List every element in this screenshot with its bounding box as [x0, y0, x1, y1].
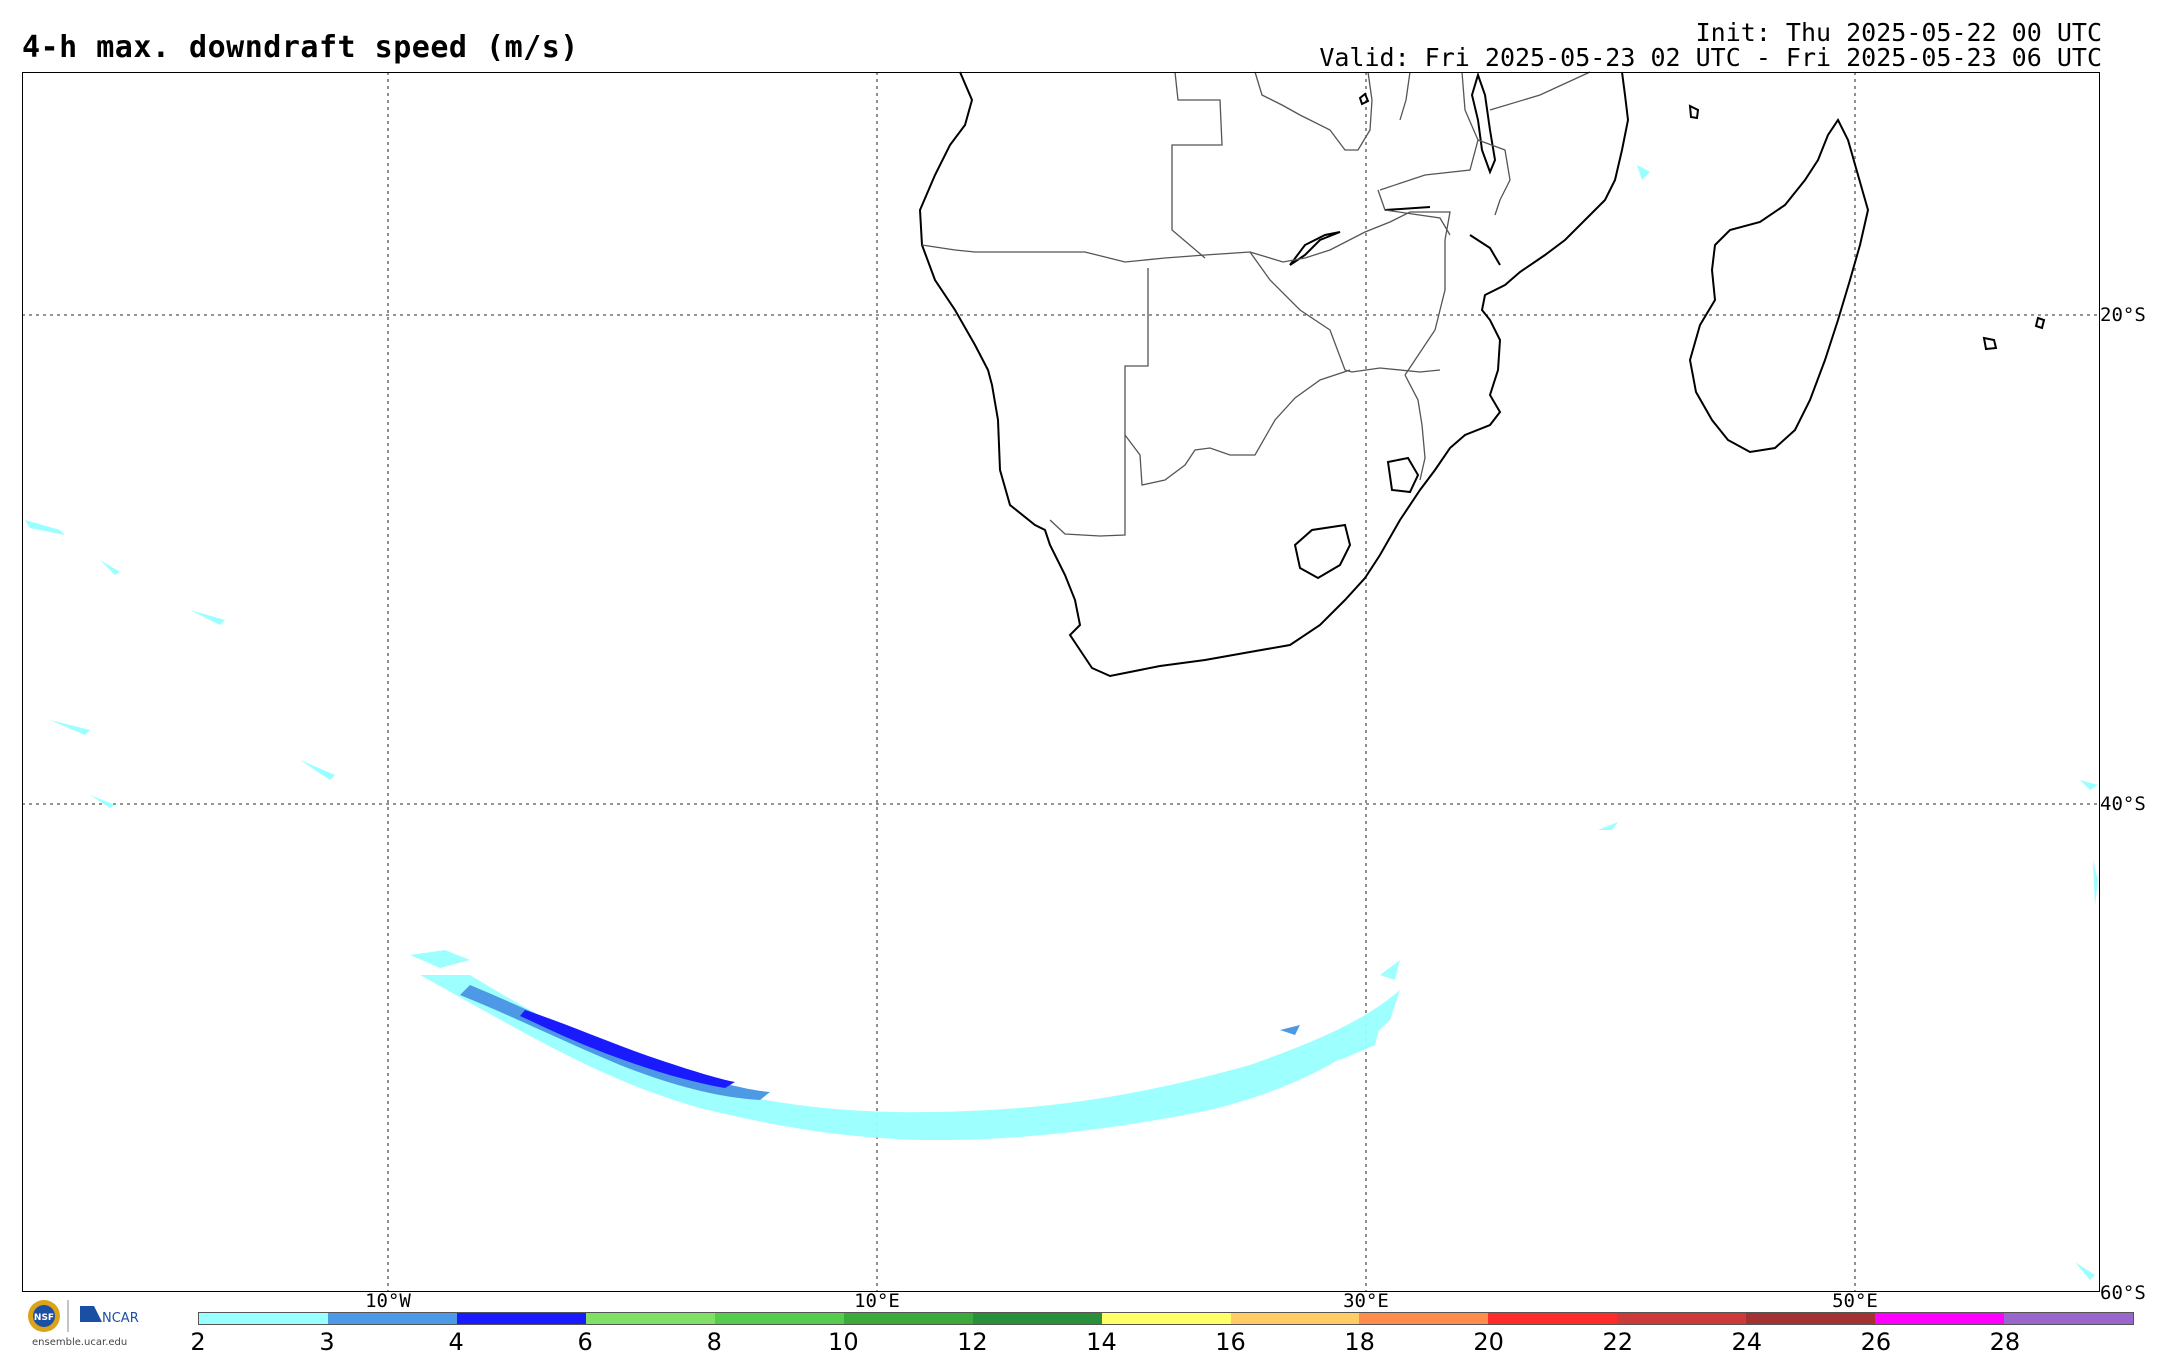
ncar-mark-icon: [80, 1306, 102, 1322]
init-time: Init: Thu 2025-05-22 00 UTC: [1695, 18, 2102, 47]
nsf-text: NSF: [34, 1313, 54, 1323]
downdraft-swath-light: [410, 950, 1400, 1140]
colorbar-tick-label: 26: [1860, 1328, 1892, 1356]
colorbar-segment: [1875, 1313, 2005, 1324]
colorbar-tick-label: 20: [1473, 1328, 1504, 1356]
colorbar-tick-label: 16: [1215, 1328, 1246, 1356]
colorbar-segment: [1488, 1313, 1618, 1324]
chart-title: 4-h max. downdraft speed (m/s): [22, 30, 579, 65]
colorbar-tick-label: 18: [1344, 1328, 1375, 1356]
colorbar-segment: [714, 1313, 844, 1324]
colorbar-tick-label: 24: [1731, 1328, 1763, 1356]
colorbar-tick-label: 4: [448, 1328, 464, 1356]
map-frame: [22, 72, 2100, 1292]
lon-label-10w: 10°W: [365, 1290, 411, 1312]
country-borders: [921, 71, 1591, 537]
lat-label-40s: 40°S: [2100, 793, 2146, 815]
downdraft-swath-mid: [460, 985, 1300, 1100]
colorbar-segment: [843, 1313, 973, 1324]
colorbar-tick-label: 22: [1602, 1328, 1633, 1356]
site-url: ensemble.ucar.edu: [32, 1337, 128, 1348]
colorbar-segment: [327, 1313, 457, 1324]
colorbar-tick-label: 2: [190, 1328, 206, 1356]
colorbar-segment: [2004, 1313, 2134, 1324]
colorbar: [198, 1312, 2134, 1325]
colorbar-tick-label: 28: [1989, 1328, 2021, 1356]
colorbar-tick-label: 3: [319, 1328, 335, 1356]
colorbar-tick-label: 6: [577, 1328, 593, 1356]
colorbar-tick-label: 12: [957, 1328, 988, 1356]
ncar-text: NCAR: [102, 1311, 139, 1326]
run-info: Init: Thu 2025-05-22 00 UTC Valid: Fri 2…: [1319, 20, 2102, 70]
lat-label-60s: 60°S: [2100, 1282, 2146, 1304]
lon-label-50e: 50°E: [1832, 1290, 1878, 1312]
lon-label-30e: 30°E: [1343, 1290, 1389, 1312]
lat-label-20s: 20°S: [2100, 304, 2146, 326]
valid-time: Valid: Fri 2025-05-23 02 UTC - Fri 2025-…: [1319, 43, 2102, 72]
colorbar-segment: [1101, 1313, 1231, 1324]
colorbar-segment: [1359, 1313, 1489, 1324]
colorbar-segment: [585, 1313, 715, 1324]
nsf-ncar-logo: NSF NCAR: [28, 1300, 139, 1332]
graticule: [22, 72, 2100, 1292]
colorbar-segment: [1746, 1313, 1876, 1324]
colorbar-segment: [972, 1313, 1102, 1324]
colorbar-segment: [199, 1313, 328, 1324]
colorbar-tick-label: 10: [828, 1328, 859, 1356]
lon-label-10e: 10°E: [854, 1290, 900, 1312]
colorbar-segment: [1230, 1313, 1360, 1324]
colorbar-segment: [1617, 1313, 1747, 1324]
downdraft-swath-dark: [520, 1010, 735, 1088]
colorbar-segment: [456, 1313, 586, 1324]
colorbar-tick-label: 14: [1086, 1328, 1117, 1356]
colorbar-tick-label: 8: [706, 1328, 722, 1356]
coastline: [918, 71, 2046, 678]
scattered-cells: [25, 165, 2098, 1280]
